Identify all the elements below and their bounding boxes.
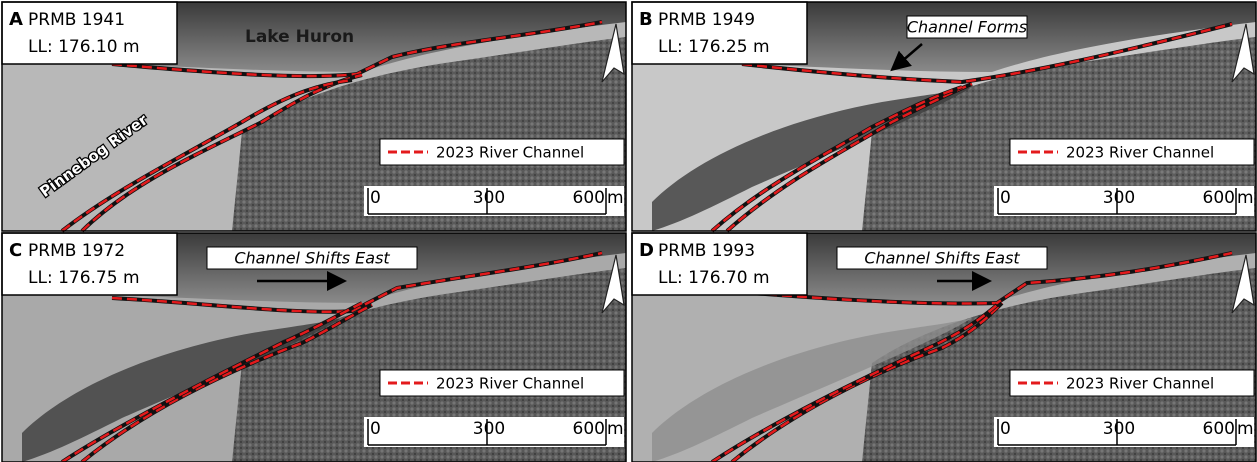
scale-label: 300	[1103, 188, 1135, 208]
panel-letter: B	[639, 9, 653, 30]
annotation: Channel Shifts East	[864, 249, 1020, 268]
panel-title: PRMB 1949	[658, 10, 755, 30]
scale-label: 0	[1000, 419, 1011, 439]
scale-label: 600	[573, 419, 605, 439]
lake-level: LL: 176.25 m	[658, 37, 770, 57]
scale-label: 600	[573, 188, 605, 208]
figure: APRMB 1941LL: 176.10 mLake HuronPinnebog…	[0, 0, 1257, 462]
legend-label: 2023 River Channel	[436, 144, 584, 162]
scale-label: 300	[473, 188, 505, 208]
scale-label: 0	[370, 419, 381, 439]
panel-title: PRMB 1993	[658, 241, 755, 261]
scale-label: 600	[1203, 419, 1235, 439]
panel-title: PRMB 1941	[28, 10, 125, 30]
panel-title: PRMB 1972	[28, 241, 125, 261]
scale-label: 600	[1203, 188, 1235, 208]
legend-label: 2023 River Channel	[436, 375, 584, 393]
map-panel: C PRMB 1972 LL: 176.75 m Channel Shifts Eas…	[2, 233, 626, 462]
panel-letter: C	[9, 240, 22, 261]
annotation: Channel Shifts East	[234, 249, 390, 268]
scale-unit: m	[1237, 419, 1254, 439]
scale-label: 300	[1103, 419, 1135, 439]
annotation: Channel Forms	[907, 18, 1027, 37]
lake-level: LL: 176.70 m	[658, 268, 770, 288]
lake-level: LL: 176.75 m	[28, 268, 140, 288]
legend-label: 2023 River Channel	[1066, 144, 1214, 162]
scale-label: 0	[1000, 188, 1011, 208]
panel-letter: A	[9, 9, 23, 30]
scale-label: 300	[473, 419, 505, 439]
panel-letter: D	[639, 240, 654, 261]
scale-unit: m	[607, 188, 624, 208]
scale-unit: m	[607, 419, 624, 439]
lake-level: LL: 176.10 m	[28, 37, 140, 57]
lake-label: Lake Huron	[245, 27, 354, 47]
scale-unit: m	[1237, 188, 1254, 208]
scale-label: 0	[370, 188, 381, 208]
legend-label: 2023 River Channel	[1066, 375, 1214, 393]
